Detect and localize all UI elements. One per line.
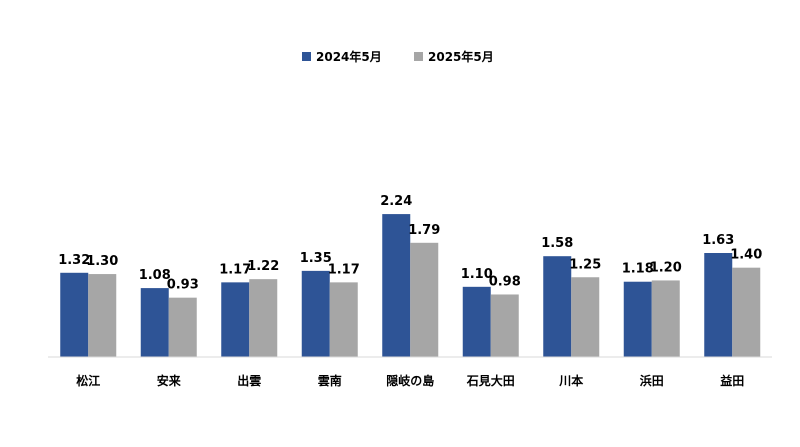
bar-2024-5 bbox=[462, 286, 491, 357]
bar-2025-4 bbox=[410, 242, 439, 357]
value-label-2024-0: 1.32 bbox=[58, 253, 90, 268]
category-label-3: 雲南 bbox=[318, 373, 342, 388]
bar-2024-3 bbox=[301, 270, 330, 357]
bar-2025-5 bbox=[490, 294, 519, 357]
value-label-2024-8: 1.63 bbox=[702, 233, 734, 248]
bar-2024-6 bbox=[543, 256, 572, 357]
value-label-2025-4: 1.79 bbox=[408, 223, 440, 238]
category-labels-group: 松江 安来 出雲 雲南 隠岐の島 石見大田 川本 浜田 益田 bbox=[76, 373, 744, 388]
value-label-2025-0: 1.30 bbox=[86, 254, 118, 269]
value-label-2025-7: 1.20 bbox=[650, 260, 682, 275]
category-label-4: 隠岐の島 bbox=[386, 373, 434, 388]
bar-2025-2 bbox=[249, 279, 278, 357]
category-label-0: 松江 bbox=[76, 373, 100, 388]
bar-2025-8 bbox=[732, 267, 761, 357]
legend-label-2024: 2024年5月 bbox=[316, 49, 382, 64]
value-label-2024-1: 1.08 bbox=[139, 268, 171, 283]
bar-2025-0 bbox=[88, 274, 117, 357]
bar-2024-4 bbox=[382, 214, 411, 357]
bars-group bbox=[60, 214, 761, 357]
category-label-2: 出雲 bbox=[237, 373, 261, 388]
bar-2024-2 bbox=[221, 282, 250, 357]
legend-swatch-2024 bbox=[302, 52, 311, 61]
bar-2025-3 bbox=[329, 282, 358, 357]
value-label-2025-6: 1.25 bbox=[569, 257, 601, 272]
legend-label-2025: 2025年5月 bbox=[428, 49, 494, 64]
bar-2024-8 bbox=[704, 253, 733, 357]
category-label-6: 川本 bbox=[558, 373, 583, 388]
value-label-2025-1: 0.93 bbox=[167, 278, 199, 293]
value-label-2024-7: 1.18 bbox=[622, 262, 654, 277]
value-label-2024-3: 1.35 bbox=[300, 251, 332, 266]
value-label-2024-5: 1.10 bbox=[461, 267, 493, 282]
value-label-2025-8: 1.40 bbox=[730, 248, 762, 263]
legend-swatch-2025 bbox=[414, 52, 423, 61]
value-label-2024-4: 2.24 bbox=[380, 194, 412, 209]
category-label-1: 安来 bbox=[157, 373, 182, 388]
value-label-2025-5: 0.98 bbox=[489, 274, 521, 289]
bar-2025-6 bbox=[571, 277, 600, 357]
bar-2025-7 bbox=[651, 280, 680, 357]
bar-2024-7 bbox=[623, 281, 652, 357]
bar-2025-1 bbox=[168, 297, 197, 357]
category-label-5: 石見大田 bbox=[466, 373, 515, 388]
legend: 2024年5月 2025年5月 bbox=[302, 49, 494, 64]
value-label-2024-6: 1.58 bbox=[541, 236, 573, 251]
bar-2024-1 bbox=[140, 288, 169, 357]
category-label-7: 浜田 bbox=[640, 373, 664, 388]
value-label-2025-2: 1.22 bbox=[247, 259, 279, 274]
value-label-2025-3: 1.17 bbox=[328, 262, 360, 277]
category-label-8: 益田 bbox=[720, 373, 744, 388]
value-labels-group: 1.321.301.080.931.171.221.351.172.241.79… bbox=[58, 194, 762, 293]
value-label-2024-2: 1.17 bbox=[219, 262, 251, 277]
bar-2024-0 bbox=[60, 272, 89, 357]
